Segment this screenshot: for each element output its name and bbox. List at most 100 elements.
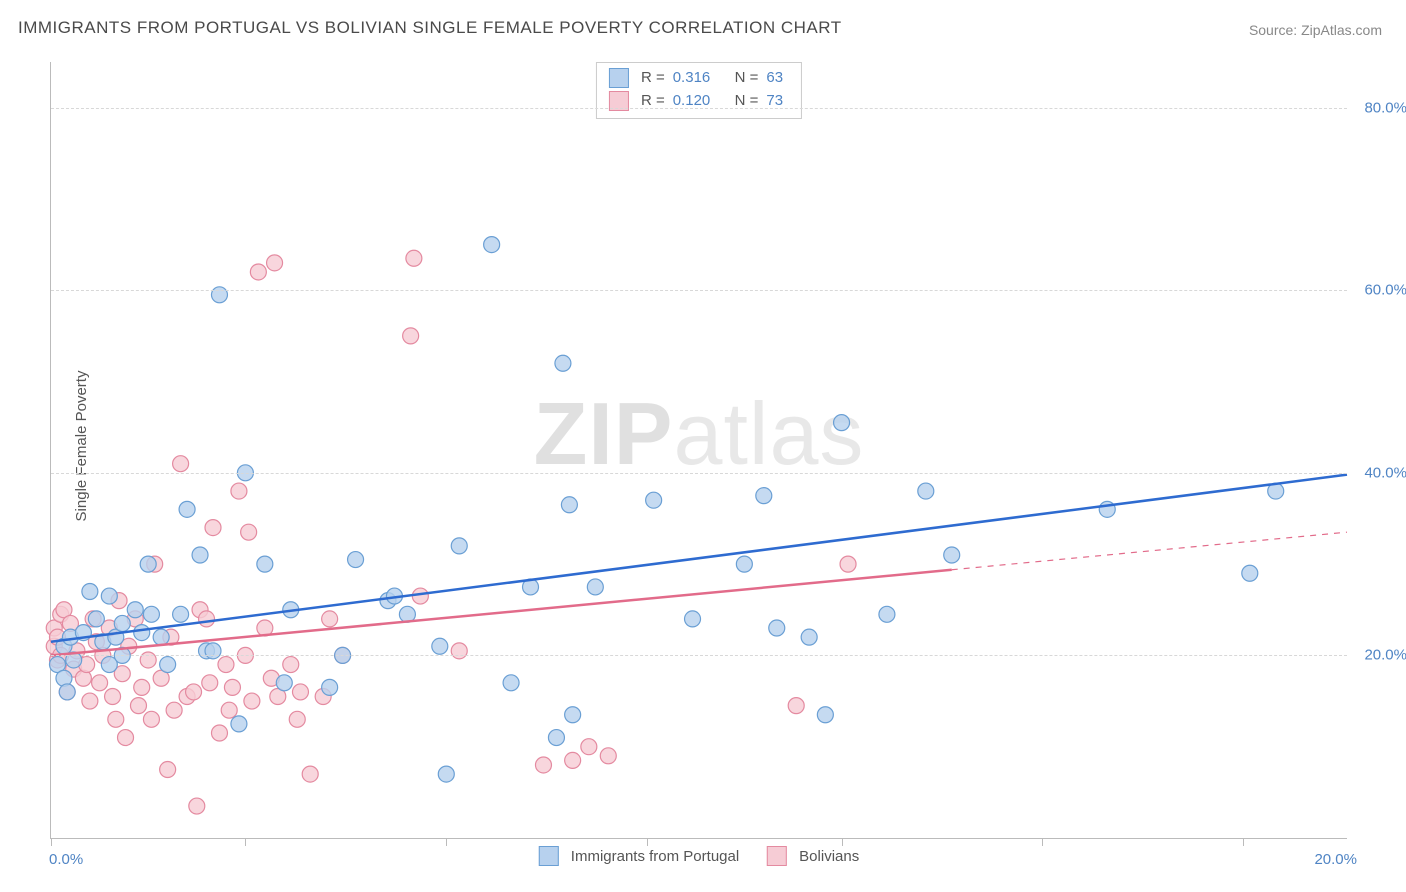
- y-tick-label: 20.0%: [1352, 647, 1406, 664]
- n-value-portugal: 63: [766, 67, 783, 90]
- data-point-portugal: [438, 766, 454, 782]
- data-point-bolivians: [82, 693, 98, 709]
- source-link[interactable]: ZipAtlas.com: [1301, 22, 1382, 38]
- data-point-bolivians: [403, 328, 419, 344]
- legend-swatch-bolivians: [767, 846, 787, 866]
- data-point-bolivians: [108, 711, 124, 727]
- legend-label-bolivians: Bolivians: [799, 848, 859, 865]
- data-point-bolivians: [211, 725, 227, 741]
- data-point-portugal: [944, 547, 960, 563]
- legend-item-portugal: Immigrants from Portugal: [539, 846, 739, 866]
- data-point-bolivians: [166, 702, 182, 718]
- data-point-portugal: [205, 643, 221, 659]
- data-point-portugal: [276, 675, 292, 691]
- data-point-bolivians: [140, 652, 156, 668]
- data-point-portugal: [646, 492, 662, 508]
- x-tick-label: 20.0%: [1314, 851, 1357, 868]
- data-point-portugal: [101, 588, 117, 604]
- data-point-portugal: [879, 606, 895, 622]
- data-point-portugal: [451, 538, 467, 554]
- data-point-bolivians: [92, 675, 108, 691]
- x-tick: [1243, 838, 1244, 846]
- x-tick-label: 0.0%: [49, 851, 83, 868]
- data-point-bolivians: [283, 657, 299, 673]
- data-point-bolivians: [302, 766, 318, 782]
- data-point-portugal: [59, 684, 75, 700]
- data-point-portugal: [160, 657, 176, 673]
- data-point-bolivians: [199, 611, 215, 627]
- trend-line-dashed-bolivians: [952, 532, 1347, 570]
- data-point-portugal: [587, 579, 603, 595]
- legend: Immigrants from Portugal Bolivians: [539, 846, 859, 866]
- data-point-portugal: [503, 675, 519, 691]
- data-point-portugal: [548, 730, 564, 746]
- data-point-bolivians: [173, 456, 189, 472]
- data-point-portugal: [555, 355, 571, 371]
- data-point-portugal: [1242, 565, 1258, 581]
- r-label: R =: [641, 67, 665, 90]
- x-tick: [51, 838, 52, 846]
- data-point-portugal: [114, 615, 130, 631]
- data-point-bolivians: [600, 748, 616, 764]
- data-point-portugal: [801, 629, 817, 645]
- gridline: [51, 655, 1347, 656]
- data-point-bolivians: [160, 762, 176, 778]
- data-point-portugal: [192, 547, 208, 563]
- data-point-portugal: [134, 625, 150, 641]
- data-point-portugal: [834, 415, 850, 431]
- data-point-portugal: [173, 606, 189, 622]
- data-point-portugal: [484, 237, 500, 253]
- plot-svg: [51, 62, 1347, 838]
- source-prefix: Source:: [1249, 22, 1301, 38]
- data-point-bolivians: [267, 255, 283, 271]
- data-point-portugal: [257, 556, 273, 572]
- data-point-bolivians: [231, 483, 247, 499]
- data-point-portugal: [565, 707, 581, 723]
- data-point-bolivians: [189, 798, 205, 814]
- gridline: [51, 473, 1347, 474]
- x-tick: [647, 838, 648, 846]
- data-point-bolivians: [205, 520, 221, 536]
- data-point-bolivians: [202, 675, 218, 691]
- y-tick-label: 80.0%: [1352, 99, 1406, 116]
- data-point-bolivians: [224, 679, 240, 695]
- n-label: N =: [735, 67, 759, 90]
- data-point-bolivians: [244, 693, 260, 709]
- swatch-portugal: [609, 68, 629, 88]
- data-point-bolivians: [134, 679, 150, 695]
- data-point-portugal: [817, 707, 833, 723]
- data-point-portugal: [179, 501, 195, 517]
- legend-swatch-portugal: [539, 846, 559, 866]
- data-point-bolivians: [788, 698, 804, 714]
- plot-area: ZIPatlas R = 0.316 N = 63 R = 0.120 N = …: [50, 62, 1347, 839]
- data-point-portugal: [322, 679, 338, 695]
- legend-item-bolivians: Bolivians: [767, 846, 859, 866]
- stats-box: R = 0.316 N = 63 R = 0.120 N = 73: [596, 62, 802, 119]
- data-point-bolivians: [292, 684, 308, 700]
- data-point-portugal: [685, 611, 701, 627]
- source-label: Source: ZipAtlas.com: [1249, 22, 1382, 38]
- data-point-portugal: [756, 488, 772, 504]
- data-point-portugal: [561, 497, 577, 513]
- data-point-bolivians: [250, 264, 266, 280]
- data-point-portugal: [140, 556, 156, 572]
- x-tick: [446, 838, 447, 846]
- data-point-bolivians: [322, 611, 338, 627]
- stats-row-portugal: R = 0.316 N = 63: [609, 67, 783, 90]
- x-tick: [245, 838, 246, 846]
- data-point-bolivians: [218, 657, 234, 673]
- y-tick-label: 60.0%: [1352, 282, 1406, 299]
- data-point-bolivians: [565, 752, 581, 768]
- data-point-bolivians: [118, 730, 134, 746]
- data-point-portugal: [211, 287, 227, 303]
- data-point-bolivians: [241, 524, 257, 540]
- gridline: [51, 290, 1347, 291]
- data-point-portugal: [143, 606, 159, 622]
- data-point-bolivians: [130, 698, 146, 714]
- data-point-portugal: [153, 629, 169, 645]
- data-point-portugal: [769, 620, 785, 636]
- chart-title: IMMIGRANTS FROM PORTUGAL VS BOLIVIAN SIN…: [18, 18, 842, 38]
- data-point-portugal: [736, 556, 752, 572]
- data-point-bolivians: [105, 688, 121, 704]
- data-point-bolivians: [143, 711, 159, 727]
